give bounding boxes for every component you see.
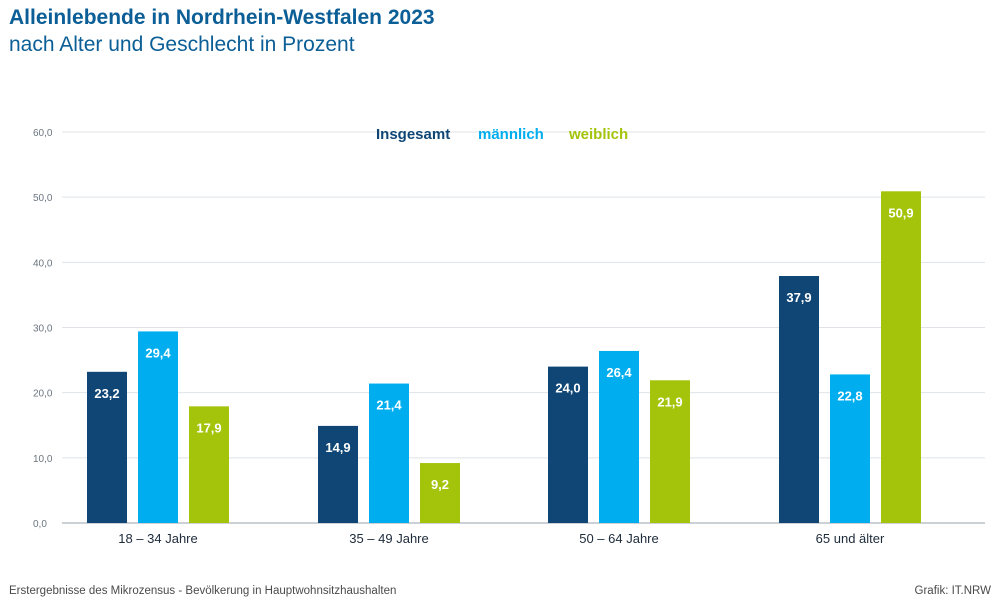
x-tick-label: 35 – 49 Jahre bbox=[349, 531, 429, 546]
bar-value-label: 22,8 bbox=[837, 388, 862, 403]
y-tick-label: 30,0 bbox=[33, 324, 53, 335]
y-tick-label: 0,0 bbox=[33, 519, 47, 530]
legend-entry: weiblich bbox=[568, 126, 628, 143]
x-tick-label: 65 und älter bbox=[816, 531, 885, 546]
bar bbox=[87, 371, 127, 523]
bar bbox=[189, 406, 229, 523]
bar-value-label: 50,9 bbox=[888, 205, 913, 220]
bar-value-label: 21,9 bbox=[657, 394, 682, 409]
y-tick-label: 50,0 bbox=[33, 193, 53, 204]
bar-value-label: 37,9 bbox=[786, 290, 811, 305]
bar-value-label: 17,9 bbox=[196, 420, 221, 435]
chart-title: Alleinlebende in Nordrhein-Westfalen 202… bbox=[9, 6, 435, 29]
bar-value-label: 24,0 bbox=[555, 381, 580, 396]
bar-value-label: 21,4 bbox=[376, 398, 402, 413]
bar bbox=[318, 425, 358, 523]
source-note: Erstergebnisse des Mikrozensus - Bevölke… bbox=[9, 585, 397, 597]
graphic-credit: Grafik: IT.NRW bbox=[914, 585, 991, 597]
bar-value-label: 26,4 bbox=[606, 365, 632, 380]
x-tick-label: 50 – 64 Jahre bbox=[579, 531, 659, 546]
bar bbox=[420, 463, 460, 523]
bar bbox=[548, 366, 588, 523]
bar bbox=[138, 331, 178, 523]
bar bbox=[650, 380, 690, 523]
x-tick-label: 18 – 34 Jahre bbox=[118, 531, 198, 546]
bar bbox=[881, 191, 921, 523]
bar-value-label: 29,4 bbox=[145, 345, 171, 360]
bar-value-label: 9,2 bbox=[431, 477, 449, 492]
bar bbox=[369, 383, 409, 523]
bar-value-label: 23,2 bbox=[94, 386, 119, 401]
bar bbox=[599, 350, 639, 523]
chart-subtitle: nach Alter und Geschlecht in Prozent bbox=[9, 33, 355, 56]
bar-value-label: 14,9 bbox=[325, 440, 350, 455]
y-tick-label: 40,0 bbox=[33, 258, 53, 269]
y-tick-label: 60,0 bbox=[33, 128, 53, 139]
legend-entry: männlich bbox=[478, 126, 544, 143]
y-tick-label: 20,0 bbox=[33, 389, 53, 400]
bar bbox=[779, 276, 819, 523]
bar bbox=[830, 374, 870, 523]
y-tick-label: 10,0 bbox=[33, 454, 53, 465]
legend-entry: Insgesamt bbox=[376, 126, 450, 143]
